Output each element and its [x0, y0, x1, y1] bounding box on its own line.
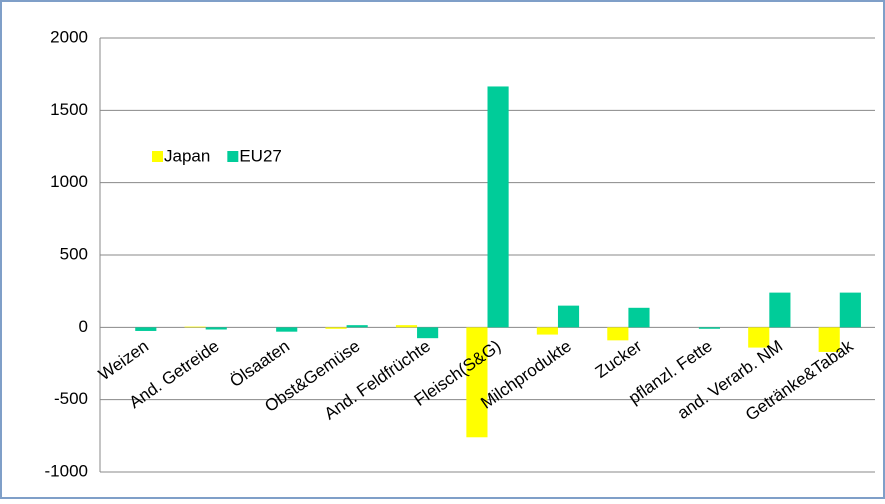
- bar: [536, 327, 558, 335]
- y-tick-label: 1000: [50, 172, 88, 191]
- legend-swatch: [227, 151, 239, 162]
- bar: [205, 327, 227, 330]
- y-tick-label: 0: [79, 317, 88, 336]
- bar: [395, 325, 418, 328]
- legend-label: EU27: [239, 146, 282, 165]
- bar: [698, 327, 720, 329]
- bar: [135, 327, 157, 331]
- bar: [346, 325, 368, 328]
- bar: [628, 307, 650, 328]
- bar: [557, 305, 580, 328]
- y-tick-label: 2000: [50, 27, 88, 46]
- bar: [276, 327, 298, 332]
- legend-label: Japan: [164, 146, 210, 165]
- y-tick-label: -500: [54, 389, 88, 408]
- bar: [748, 327, 770, 348]
- bar: [818, 327, 840, 352]
- bar: [839, 292, 861, 328]
- bar: [769, 292, 791, 328]
- bar: [184, 326, 206, 328]
- y-tick-label: 1500: [50, 100, 88, 119]
- bar: [417, 327, 439, 339]
- y-tick-label: 500: [60, 244, 88, 263]
- y-tick-label: -1000: [45, 461, 88, 480]
- bar: [607, 327, 629, 341]
- bar: [466, 327, 488, 438]
- legend-swatch: [152, 151, 163, 162]
- bar: [325, 327, 347, 329]
- bar: [487, 86, 509, 328]
